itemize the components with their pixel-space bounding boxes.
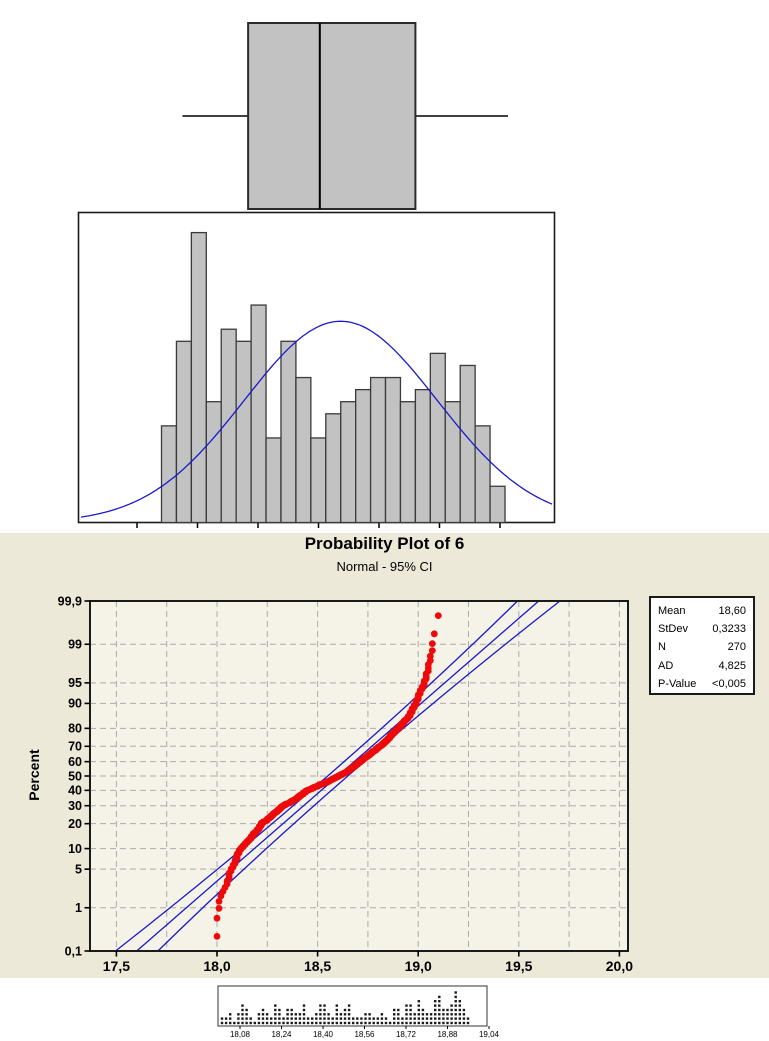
y-tick-label: 1 bbox=[75, 901, 82, 915]
dotplot-columns bbox=[220, 991, 470, 1025]
dotplot-tick-label: 19,04 bbox=[479, 1030, 500, 1039]
y-tick-label: 40 bbox=[68, 784, 82, 798]
ci-lower-line bbox=[115, 600, 518, 952]
stat-label: AD bbox=[658, 659, 674, 672]
histogram-bars bbox=[160, 231, 506, 524]
y-tick-label: 50 bbox=[68, 769, 82, 783]
dotplot-tick-label: 18,40 bbox=[313, 1030, 334, 1039]
dotplot: 18,08 18,24 18,40 18,56 18,72 18,88 19,04 bbox=[217, 985, 500, 1039]
histogram-bar bbox=[235, 340, 252, 524]
stat-value: 0,3233 bbox=[712, 623, 746, 636]
histogram-bar bbox=[295, 376, 312, 524]
stat-label: N bbox=[658, 641, 666, 654]
histogram-bar bbox=[355, 388, 372, 524]
stat-label: P-Value bbox=[658, 677, 697, 690]
histogram-bar bbox=[384, 376, 402, 524]
histogram-bar bbox=[474, 425, 491, 524]
x-tick-label: 18,0 bbox=[203, 958, 230, 974]
y-tick-label: 10 bbox=[68, 842, 82, 856]
histogram-bar bbox=[250, 304, 267, 524]
probability-axes: 17,5 18,0 18,5 19,0 19,5 20,0 99,9 99 95 90 80 7060… bbox=[58, 594, 634, 974]
summary-histogram bbox=[77, 211, 556, 528]
stat-row-n: N 270 bbox=[658, 638, 746, 656]
stat-row-pvalue: P-Value <0,005 bbox=[658, 675, 746, 693]
stat-label: Mean bbox=[658, 605, 686, 617]
summary-boxplot bbox=[182, 22, 508, 210]
y-tick-label: 60 bbox=[68, 755, 82, 769]
histogram-bar bbox=[399, 401, 417, 524]
stat-row-mean: Mean 18,60 bbox=[658, 602, 746, 620]
histogram-bar bbox=[205, 401, 222, 524]
histogram-bar bbox=[429, 352, 446, 524]
y-axis-label: Percent bbox=[26, 749, 42, 801]
data-points bbox=[213, 612, 442, 940]
histogram-bar bbox=[340, 401, 357, 524]
histogram-bar bbox=[414, 388, 431, 524]
y-tick-label: 70 bbox=[68, 740, 82, 754]
probability-grid bbox=[90, 601, 628, 951]
x-tick-label: 18,5 bbox=[304, 958, 331, 974]
x-tick-label: 17,5 bbox=[103, 958, 130, 974]
y-tick-label: 30 bbox=[68, 799, 82, 813]
histogram-bar bbox=[160, 425, 178, 524]
stat-value: 18,60 bbox=[718, 605, 746, 617]
histogram-bar bbox=[310, 437, 327, 524]
y-tick-label: 99,9 bbox=[58, 594, 82, 608]
stat-value: <0,005 bbox=[712, 677, 746, 690]
probability-plot-title: Probability Plot of 6 bbox=[304, 534, 465, 553]
histogram-bar bbox=[280, 340, 297, 524]
y-tick-label: 80 bbox=[68, 722, 82, 736]
ci-upper-line bbox=[157, 600, 561, 952]
dotplot-tick-label: 18,72 bbox=[396, 1030, 417, 1039]
probability-plot-subtitle: Normal - 95% CI bbox=[336, 559, 433, 574]
histogram-bar bbox=[489, 485, 506, 524]
stat-value: 270 bbox=[727, 641, 746, 654]
dotplot-tick-label: 18,56 bbox=[354, 1030, 375, 1039]
stat-row-stdev: StDev 0,3233 bbox=[658, 620, 746, 638]
stat-row-ad: AD 4,825 bbox=[658, 657, 746, 675]
stats-legend: Mean 18,60 StDev 0,3233 N 270 AD 4,825 P… bbox=[649, 596, 755, 695]
stat-value: 4,825 bbox=[718, 659, 746, 672]
y-tick-label: 20 bbox=[68, 817, 82, 831]
histogram-bar bbox=[175, 340, 193, 524]
x-tick-label: 20,0 bbox=[606, 958, 633, 974]
histogram-bar bbox=[190, 231, 207, 524]
histogram-bar bbox=[369, 376, 387, 524]
dotplot-tick-label: 18,08 bbox=[230, 1030, 251, 1039]
histogram-bar bbox=[265, 437, 282, 524]
y-tick-label: 95 bbox=[68, 676, 82, 690]
y-tick-label: 0,1 bbox=[65, 944, 82, 958]
dotplot-tick-label: 18,88 bbox=[437, 1030, 458, 1039]
dotplot-tick-label: 18,24 bbox=[271, 1030, 292, 1039]
histogram-bar bbox=[325, 413, 342, 524]
y-tick-label: 5 bbox=[75, 862, 82, 876]
y-tick-label: 99 bbox=[68, 638, 82, 652]
y-tick-label: 90 bbox=[68, 697, 82, 711]
stat-label: StDev bbox=[658, 623, 688, 636]
x-tick-label: 19,0 bbox=[405, 958, 432, 974]
normal-fit-curve bbox=[80, 320, 553, 518]
probability-plot: 17,5 18,0 18,5 19,0 19,5 20,0 99,9 99 95 90 80 7060… bbox=[58, 594, 634, 974]
x-tick-label: 19,5 bbox=[505, 958, 532, 974]
